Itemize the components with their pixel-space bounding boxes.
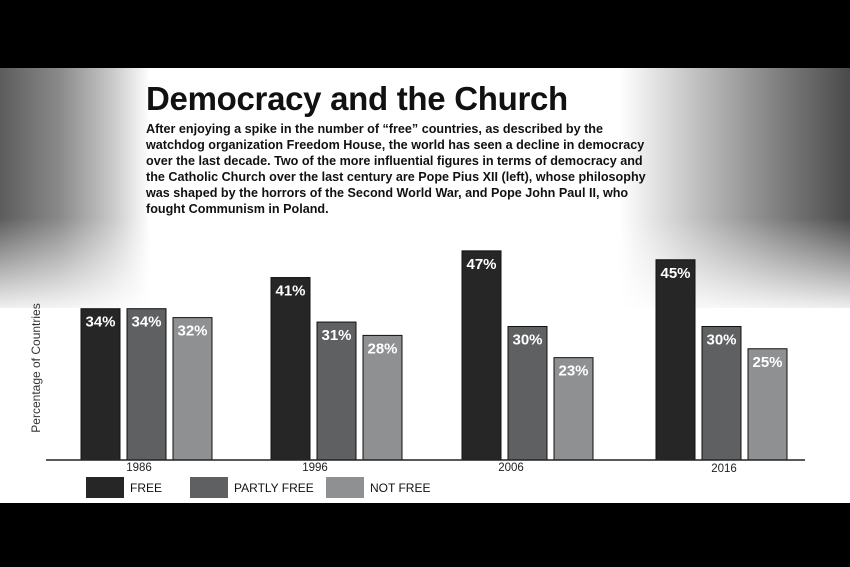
bar	[80, 308, 121, 461]
legend-label: NOT FREE	[370, 481, 430, 495]
data-label: 23%	[558, 363, 588, 380]
legend-label: FREE	[130, 481, 162, 495]
bar	[126, 308, 167, 461]
bar	[270, 277, 311, 461]
bar	[461, 250, 502, 461]
y-axis-label: Percentage of Countries	[29, 303, 43, 432]
data-label: 47%	[466, 256, 496, 273]
data-label: 34%	[131, 314, 161, 331]
data-label: 32%	[177, 323, 207, 340]
data-label: 28%	[367, 340, 397, 357]
legend-label: PARTLY FREE	[234, 481, 314, 495]
data-label: 25%	[752, 354, 782, 371]
x-tick-label: 2006	[498, 462, 524, 474]
bar-chart: 34% 41% 47% 45% 34% 31% 30% 30% 32% 28% 23% 25% 1986…	[29, 250, 805, 498]
bar	[655, 259, 696, 461]
data-label: 30%	[512, 332, 542, 349]
x-tick-label: 1996	[302, 462, 328, 474]
data-label: 41%	[275, 283, 305, 300]
bar	[701, 326, 742, 461]
infographic: Democracy and the Church After enjoying …	[0, 68, 850, 503]
bar	[172, 317, 213, 461]
legend-swatch	[86, 477, 124, 498]
bar	[553, 357, 594, 461]
x-tick-label: 1986	[126, 462, 152, 474]
data-label: 30%	[706, 332, 736, 349]
legend-swatch	[190, 477, 228, 498]
data-label: 34%	[85, 314, 115, 331]
chart-description: After enjoying a spike in the number of …	[146, 122, 646, 217]
bar	[362, 334, 403, 461]
data-label: 31%	[321, 327, 351, 344]
data-label: 45%	[660, 265, 690, 282]
x-tick-label: 2016	[711, 463, 737, 475]
legend-swatch	[326, 477, 364, 498]
chart-title: Democracy and the Church	[146, 80, 568, 117]
